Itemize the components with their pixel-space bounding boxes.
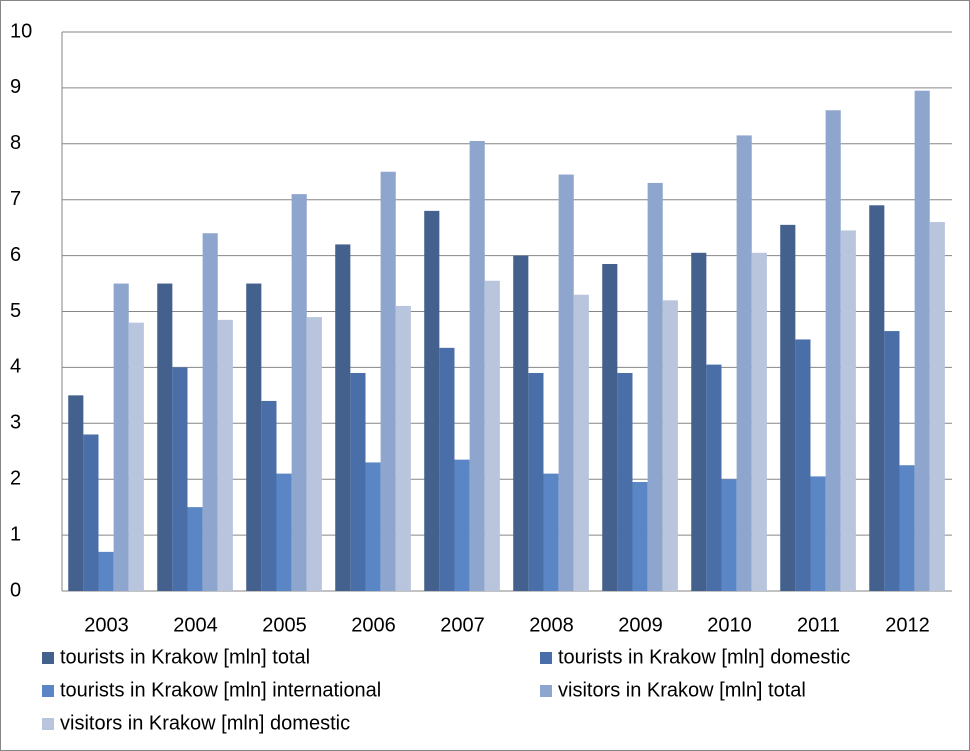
x-tick-label: 2011: [797, 614, 840, 636]
bar: [335, 244, 351, 592]
bar: [261, 400, 277, 591]
bar: [276, 473, 292, 591]
bar: [706, 364, 722, 591]
y-tick-label: 2: [10, 467, 21, 489]
bar: [424, 210, 440, 591]
x-tick-label: 2012: [885, 614, 930, 636]
bar: [632, 481, 648, 591]
legend-label: tourists in Krakow [mln] domestic: [558, 646, 850, 668]
x-tick-label: 2004: [173, 614, 218, 636]
bar: [810, 476, 826, 591]
bar: [202, 233, 218, 592]
legend-label: tourists in Krakow [mln] international: [60, 679, 381, 701]
bar: [914, 90, 930, 591]
x-tick-label: 2008: [529, 614, 574, 636]
bar: [365, 462, 381, 591]
bar: [662, 300, 678, 591]
x-tick-label: 2003: [84, 614, 129, 636]
bar: [187, 507, 203, 591]
bar: [157, 283, 173, 591]
bar: [246, 283, 262, 591]
bar: [691, 252, 707, 591]
bar: [68, 395, 84, 591]
legend-swatch: [540, 685, 552, 697]
bar: [736, 135, 752, 592]
y-tick-label: 4: [10, 356, 21, 378]
y-tick-label: 3: [10, 412, 21, 434]
bar: [558, 174, 574, 592]
bar: [840, 230, 856, 591]
bar: [306, 317, 322, 591]
x-tick-label: 2010: [707, 614, 752, 636]
legend-label: tourists in Krakow [mln] total: [60, 646, 310, 668]
y-tick-label: 10: [10, 20, 32, 42]
bar: [113, 283, 129, 591]
x-tick-label: 2009: [618, 614, 663, 636]
bar: [83, 434, 99, 591]
bar: [469, 141, 485, 591]
bar: [780, 224, 796, 592]
bar: [617, 372, 633, 591]
bar: [825, 110, 841, 591]
legend-swatch: [42, 685, 54, 697]
y-tick-label: 5: [10, 300, 21, 322]
bar: [543, 473, 559, 591]
y-tick-label: 9: [10, 76, 21, 98]
y-tick-label: 1: [10, 523, 21, 545]
bar: [602, 263, 618, 591]
bar: [454, 459, 470, 591]
bar: [721, 479, 737, 591]
bar: [751, 252, 767, 591]
legend-swatch: [42, 718, 54, 730]
x-tick-label: 2005: [262, 614, 307, 636]
bar: [350, 372, 366, 591]
bar: [573, 294, 589, 591]
y-tick-label: 8: [10, 132, 21, 154]
bar: [884, 331, 900, 591]
bar: [128, 322, 144, 591]
bar: [98, 551, 114, 591]
x-tick-label: 2007: [440, 614, 485, 636]
bar: [217, 319, 233, 591]
x-tick-label: 2006: [351, 614, 396, 636]
bar: [647, 182, 663, 591]
bar: [484, 280, 500, 591]
y-tick-label: 6: [10, 244, 21, 266]
legend-label: visitors in Krakow [mln] domestic: [60, 712, 350, 734]
bar: [291, 194, 307, 592]
bar: [395, 305, 411, 591]
bar: [795, 339, 811, 591]
y-tick-label: 0: [10, 579, 21, 601]
bar: [380, 171, 396, 591]
bar: [172, 367, 188, 591]
legend-swatch: [42, 652, 54, 664]
bar: [513, 255, 529, 591]
bar: [899, 465, 915, 591]
y-tick-label: 7: [10, 188, 21, 210]
bar: [439, 347, 455, 591]
bar: [528, 372, 544, 591]
legend-label: visitors in Krakow [mln] total: [558, 679, 806, 701]
legend-swatch: [540, 652, 552, 664]
bar: [869, 205, 885, 592]
bar: [929, 222, 945, 591]
